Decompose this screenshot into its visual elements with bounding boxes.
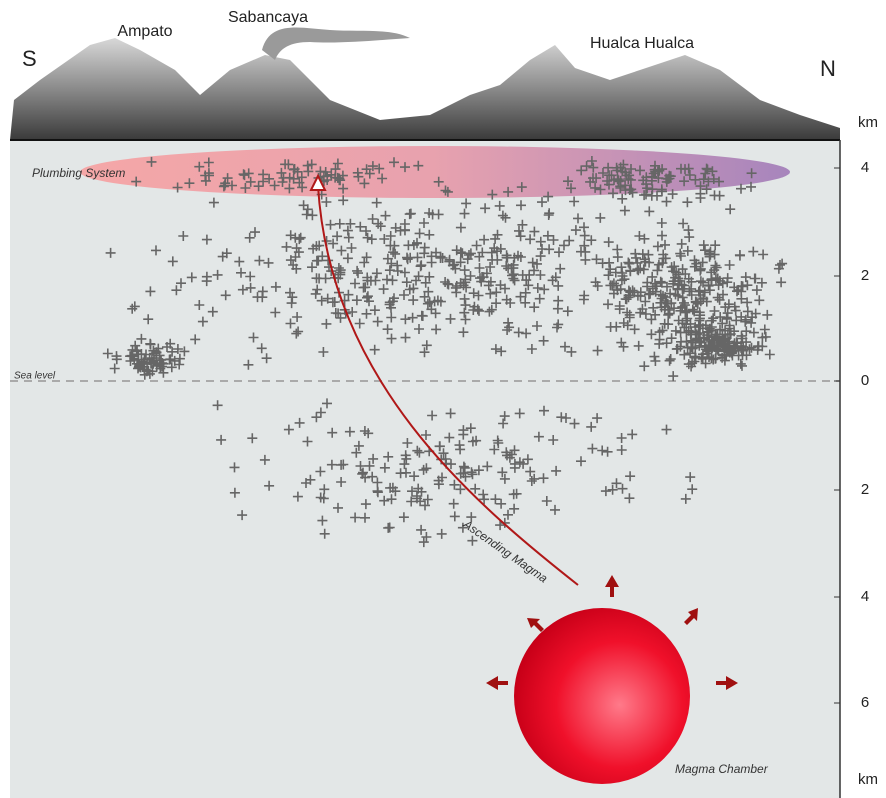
volcano-label: Sabancaya <box>228 9 308 26</box>
unit-label: km <box>858 114 878 131</box>
expansion-arrows <box>486 575 738 690</box>
magma-chamber <box>514 608 690 784</box>
ash-plume <box>262 27 410 60</box>
south-label: S <box>22 46 37 71</box>
unit-label: km <box>858 771 878 788</box>
chamber-label: Magma Chamber <box>675 762 769 776</box>
axis-label: 2 <box>861 481 869 498</box>
ascent-path <box>317 185 579 586</box>
seismicity <box>102 156 788 548</box>
north-label: N <box>820 56 836 81</box>
plumbing-label: Plumbing System <box>32 166 125 180</box>
plumbing-system <box>80 146 790 198</box>
sea-level-label: Sea level <box>14 371 56 382</box>
volcano-label: Ampato <box>117 23 172 40</box>
volcano-label: Hualca Hualca <box>590 35 694 52</box>
ascent-arrowhead <box>309 173 327 191</box>
axis-label: 6 <box>861 694 869 711</box>
axis-label: 2 <box>861 267 869 284</box>
axis-label: 0 <box>861 372 869 389</box>
axis-label: 4 <box>861 159 869 176</box>
mountain-profile <box>10 38 840 140</box>
axis-label: 4 <box>861 588 869 605</box>
